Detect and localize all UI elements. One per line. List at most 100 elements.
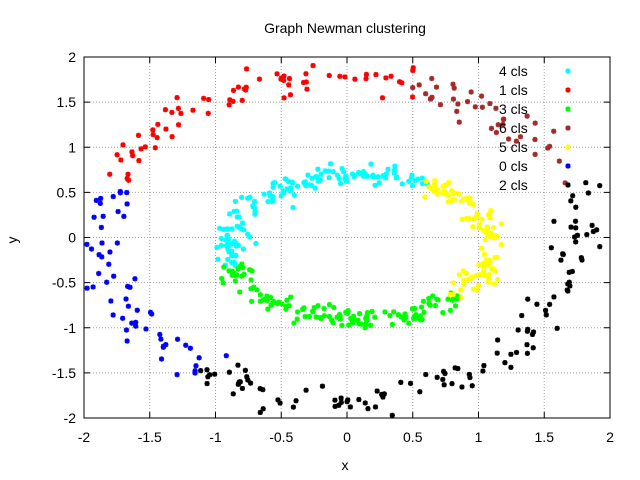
data-point bbox=[239, 194, 245, 200]
data-point bbox=[573, 239, 579, 245]
data-point bbox=[410, 85, 416, 91]
data-point bbox=[270, 193, 276, 200]
data-point bbox=[126, 177, 132, 183]
data-point bbox=[466, 371, 472, 378]
data-point bbox=[556, 158, 562, 164]
data-point bbox=[117, 188, 123, 195]
data-point bbox=[270, 198, 276, 204]
data-point bbox=[532, 120, 538, 126]
legend-marker bbox=[565, 68, 571, 74]
data-point bbox=[398, 379, 404, 385]
y-tick-label: -1.5 bbox=[52, 365, 76, 381]
data-point bbox=[495, 122, 501, 128]
data-point bbox=[412, 305, 418, 311]
data-point bbox=[142, 144, 148, 150]
data-point bbox=[542, 307, 549, 313]
data-point bbox=[229, 253, 235, 259]
data-point bbox=[310, 62, 316, 69]
data-point bbox=[219, 275, 225, 282]
data-point bbox=[385, 166, 391, 172]
data-point bbox=[409, 94, 416, 100]
data-point bbox=[123, 296, 129, 302]
data-point bbox=[513, 349, 520, 356]
data-point bbox=[450, 96, 457, 102]
data-point bbox=[478, 93, 485, 99]
data-point bbox=[247, 380, 254, 386]
data-point bbox=[450, 280, 457, 286]
data-point bbox=[485, 261, 491, 268]
data-point bbox=[356, 169, 362, 176]
data-point bbox=[358, 171, 364, 177]
data-point bbox=[286, 82, 292, 88]
data-point bbox=[440, 376, 446, 383]
data-point bbox=[383, 171, 389, 177]
x-tick-label: -0.5 bbox=[269, 429, 293, 445]
data-point bbox=[174, 95, 180, 101]
series-0 bbox=[214, 161, 430, 268]
data-point bbox=[379, 391, 385, 398]
data-point bbox=[245, 231, 251, 237]
data-point bbox=[365, 406, 371, 412]
data-point bbox=[247, 234, 253, 240]
data-point bbox=[288, 185, 294, 191]
data-point bbox=[230, 272, 236, 278]
data-point bbox=[450, 81, 456, 87]
data-point bbox=[264, 293, 270, 299]
data-point bbox=[441, 188, 448, 194]
data-point bbox=[99, 240, 105, 246]
data-point bbox=[196, 355, 202, 361]
data-point bbox=[430, 293, 436, 299]
data-point bbox=[312, 185, 318, 191]
data-point bbox=[442, 370, 448, 377]
data-point bbox=[270, 184, 276, 190]
data-point bbox=[403, 314, 409, 320]
data-point bbox=[481, 268, 487, 274]
data-point bbox=[579, 257, 585, 263]
data-point bbox=[530, 329, 537, 335]
data-point bbox=[327, 161, 334, 167]
data-point bbox=[204, 380, 210, 387]
data-point bbox=[472, 104, 478, 110]
data-point bbox=[483, 227, 489, 233]
data-point bbox=[364, 313, 370, 319]
data-point bbox=[410, 67, 416, 74]
data-point bbox=[303, 79, 309, 85]
data-point bbox=[326, 313, 332, 320]
data-point bbox=[566, 279, 572, 285]
data-point bbox=[480, 227, 486, 233]
data-point bbox=[136, 157, 142, 164]
data-point bbox=[239, 385, 245, 392]
data-point bbox=[506, 136, 512, 142]
data-point bbox=[476, 221, 482, 227]
data-point bbox=[448, 187, 455, 194]
data-point bbox=[157, 331, 163, 338]
data-point bbox=[356, 311, 363, 317]
data-point bbox=[303, 387, 309, 393]
data-point bbox=[302, 313, 308, 320]
data-point bbox=[406, 178, 412, 184]
data-point bbox=[380, 394, 386, 400]
data-point bbox=[597, 183, 603, 189]
y-tick-label: 0.5 bbox=[57, 184, 77, 200]
data-point bbox=[235, 84, 242, 90]
data-point bbox=[434, 191, 441, 197]
legend-label: 3 cls bbox=[499, 101, 528, 117]
data-point bbox=[524, 113, 530, 119]
data-point bbox=[303, 71, 309, 77]
data-point bbox=[223, 353, 229, 359]
data-point bbox=[270, 180, 276, 187]
data-point bbox=[454, 296, 460, 302]
data-point bbox=[96, 270, 102, 277]
data-point bbox=[434, 296, 440, 302]
data-point bbox=[152, 145, 158, 151]
data-point bbox=[367, 322, 374, 328]
data-point bbox=[429, 75, 435, 82]
data-point bbox=[565, 106, 571, 112]
legend-label: 2 cls bbox=[499, 177, 528, 193]
axis-ticks: -2 -1.5 -1 -0.5 0 0.5 1 1.5 2 -2 -1.5 -1 -0.5 0 0.5 1 1.… bbox=[52, 49, 614, 445]
data-point bbox=[143, 326, 149, 332]
data-point bbox=[218, 235, 224, 242]
data-point bbox=[337, 73, 343, 79]
data-point bbox=[569, 268, 575, 275]
data-point bbox=[476, 272, 483, 278]
